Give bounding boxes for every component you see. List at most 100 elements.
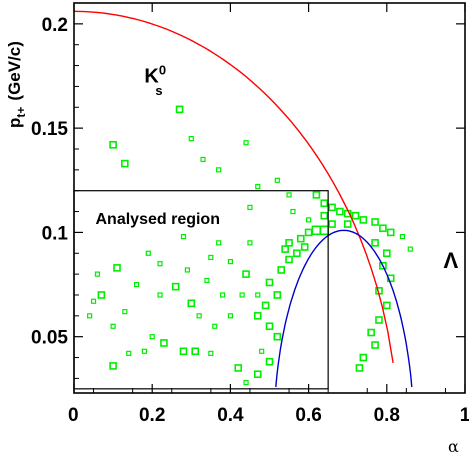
scatter-point (259, 348, 265, 354)
kaon-subscript: s (155, 83, 162, 98)
scatter-point (286, 192, 292, 198)
scatter-point (359, 353, 368, 362)
scatter-point (281, 245, 289, 253)
scatter-point (126, 350, 132, 356)
scatter-point (320, 199, 329, 208)
scatter-point (227, 259, 233, 265)
scatter-point (247, 240, 253, 246)
scatter-point (293, 249, 301, 258)
lambda-label: Λ (443, 248, 458, 273)
kaon-main: K (144, 65, 159, 87)
scatter-point (157, 261, 163, 267)
scatter-point (145, 250, 151, 256)
scatter-point (312, 191, 321, 199)
y-axis-title: pt+ (GeV/c) (5, 41, 28, 128)
x-axis-ticks: 0 0.2 0.4 0.6 0.8 1 (68, 3, 469, 426)
scatter-point (94, 271, 101, 277)
scatter-point (184, 267, 190, 273)
scatter-point (216, 240, 222, 246)
scatter-point (149, 334, 155, 340)
scatter-point (253, 370, 262, 379)
x-tick-label: 0.2 (139, 405, 165, 426)
scatter-point (247, 204, 253, 210)
analysed-region-label: Analysed region (96, 211, 220, 228)
scatter-point (208, 254, 214, 261)
plot-frame (73, 2, 466, 394)
scatter-point (355, 364, 364, 372)
scatter-point (379, 261, 387, 270)
x-tick-label: 0.6 (295, 405, 321, 426)
scatter-point (122, 309, 128, 315)
kinematic-curves (73, 10, 413, 388)
scatter-point (382, 249, 391, 258)
scatter-point (110, 323, 116, 329)
x-tick-label: 0 (68, 405, 79, 426)
scatter-point (290, 208, 296, 215)
scatter-point (265, 322, 274, 331)
scatter-point (296, 234, 305, 243)
y-tick-label: 0.1 (42, 223, 69, 244)
scatter-point (121, 159, 129, 168)
scatter-point (304, 228, 313, 237)
scatter-point (160, 339, 168, 347)
scatter-point (319, 225, 330, 236)
scatter-point (200, 156, 206, 163)
x-tick-label: 0.4 (217, 405, 244, 426)
scatter-point (371, 218, 379, 226)
scatter-point (171, 282, 180, 291)
scatter-point (255, 183, 261, 190)
x-axis-title: α (448, 437, 459, 456)
scatter-point (320, 211, 329, 220)
scatter-point (227, 313, 233, 319)
scatter-point (351, 211, 360, 220)
scatter-point (379, 224, 387, 233)
y-tick-label: 0.2 (42, 15, 68, 36)
scatter-point (274, 177, 280, 183)
scatter-point (179, 347, 188, 356)
scatter-point (359, 216, 368, 224)
scatter-point (141, 348, 147, 354)
scatter-point (188, 135, 194, 142)
scatter-point (375, 316, 383, 324)
scatter-point (212, 323, 218, 329)
scatter-point (382, 301, 391, 310)
curve-lambda (275, 229, 413, 388)
scatter-point (243, 379, 249, 386)
scatter-point (367, 328, 375, 337)
curve-k0s (73, 10, 394, 364)
y-tick-label: 0.15 (31, 119, 68, 140)
scatter-point (265, 278, 274, 287)
scatter-point (371, 341, 379, 349)
scatter-point (285, 255, 293, 264)
scatter-points (87, 105, 413, 386)
scatter-point (243, 140, 249, 146)
scatter-point (255, 292, 261, 298)
scatter-point (239, 292, 245, 298)
scatter-point (399, 233, 406, 240)
scatter-point (87, 313, 93, 319)
scatter-point (180, 233, 187, 240)
kaon-superscript: 0 (159, 62, 166, 77)
y-tick-label: 0.05 (31, 328, 68, 349)
x-tick-label: 1 (460, 405, 469, 426)
scatter-point (328, 203, 336, 212)
scatter-point (109, 362, 117, 370)
y-axis-ticks: 0.05 0.1 0.15 0.2 (31, 15, 465, 379)
scatter-point (253, 312, 262, 320)
scatter-point (273, 332, 282, 341)
kaon-label: K0 (144, 62, 166, 87)
scatter-point (97, 291, 106, 299)
scatter-point (261, 301, 270, 310)
y-axis-units: (GeV/c) (5, 41, 24, 101)
scatter-point (407, 246, 413, 252)
scatter-point (234, 364, 243, 372)
scatter-point (191, 347, 200, 356)
scatter-point (175, 105, 184, 114)
scatter-point (343, 220, 352, 228)
scatter-point (371, 239, 379, 247)
scatter-point (204, 277, 210, 283)
scatter-point (311, 225, 322, 236)
scatter-point (196, 313, 202, 319)
scatter-point (109, 141, 117, 149)
